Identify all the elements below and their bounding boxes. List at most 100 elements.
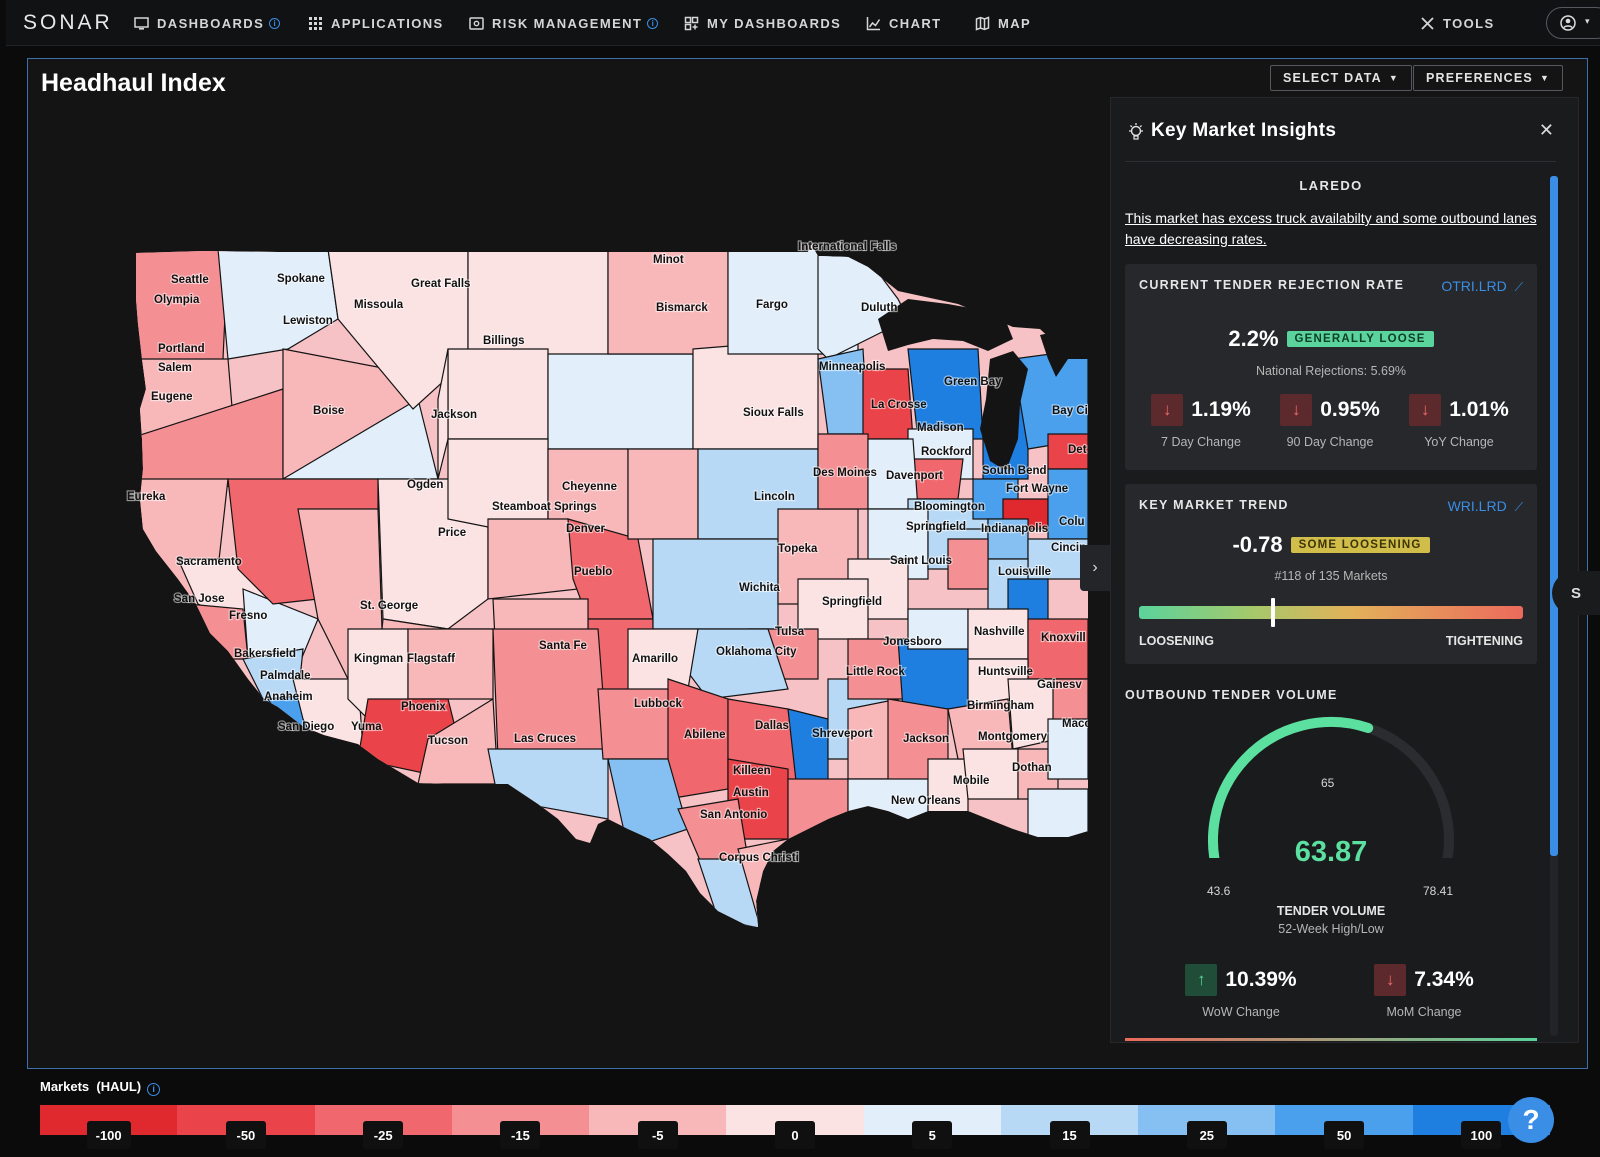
region-rapid-city[interactable] [547, 353, 694, 450]
city-label: Salem [158, 362, 192, 374]
insights-title: Key Market Insights [1151, 120, 1337, 141]
lake-huron [1040, 329, 1088, 377]
city-label: Yuma [351, 721, 382, 733]
city-label: Santa Fe [539, 640, 587, 652]
select-data-button[interactable]: SELECT DATA ▼ [1270, 65, 1412, 91]
region-jackson-wy[interactable] [447, 438, 549, 530]
city-label: Abilene [684, 729, 726, 741]
nav-applications[interactable]: APPLICATIONS [308, 0, 444, 46]
city-label: Macon [1062, 718, 1088, 730]
city-label: Bakersfield [234, 648, 296, 660]
city-label: Tucson [428, 735, 468, 747]
city-label: Tulsa [775, 626, 805, 638]
city-label: San Diego [278, 721, 334, 733]
region-gainesville[interactable] [1047, 718, 1088, 780]
city-label: Topeka [778, 543, 818, 555]
trend-marker [1271, 598, 1276, 627]
city-label: Rockford [921, 446, 971, 458]
change-value: 7.34% [1414, 968, 1474, 991]
chart-icon: ⟋ [1514, 280, 1523, 294]
region-evansville[interactable] [947, 538, 989, 590]
otri-status-badge: GENERALLY LOOSE [1286, 331, 1434, 347]
region-billings[interactable] [447, 348, 549, 440]
side-tab[interactable]: S [1552, 571, 1600, 615]
city-label: Minot [653, 254, 684, 266]
help-button[interactable]: ? [1508, 1097, 1554, 1143]
change-value: 10.39% [1225, 968, 1297, 991]
gauge-mark-label: 65 [1321, 776, 1335, 790]
market-trend-card: KEY MARKET TREND WRI.LRD ⟋ -0.78 SOME LOO… [1125, 484, 1537, 664]
nav-my-dashboards-label: MY DASHBOARDS [707, 15, 842, 31]
map-icon [975, 15, 990, 31]
city-label: Jonesboro [883, 636, 942, 648]
region-detroit[interactable] [1047, 433, 1088, 470]
otri-ticker-link[interactable]: OTRI.LRD ⟋ [1441, 278, 1523, 295]
nav-dashboards[interactable]: DASHBOARDS i [134, 0, 281, 46]
city-label: Fort Wayne [1006, 483, 1068, 495]
region-columbus[interactable] [1047, 468, 1088, 540]
mom-change: ↓ 7.34% MoM Change [1369, 964, 1479, 1019]
legend-label: 50 [1324, 1121, 1365, 1149]
region-houston[interactable] [787, 778, 849, 850]
city-label: Amarillo [632, 653, 678, 665]
region-north-platte[interactable] [627, 448, 699, 540]
region-new-orleans[interactable] [847, 778, 929, 840]
nav-my-dashboards[interactable]: MY DASHBOARDS [684, 0, 841, 46]
gauge-max-label: 78.41 [1423, 884, 1454, 898]
scrollbar[interactable] [1550, 176, 1558, 1036]
preferences-button[interactable]: PREFERENCES ▼ [1413, 65, 1564, 91]
region-knoxville[interactable] [1027, 618, 1088, 680]
region-las-cruces[interactable] [487, 748, 609, 820]
info-icon[interactable]: i [647, 17, 659, 29]
nav-chart[interactable]: CHART [866, 0, 942, 46]
chevron-down-icon: ▼ [1388, 73, 1399, 83]
otri-value-row: 2.2% GENERALLY LOOSE [1125, 326, 1537, 352]
info-icon[interactable]: i [147, 1083, 161, 1096]
info-icon[interactable]: i [269, 17, 281, 29]
change-label: MoM Change [1386, 1005, 1462, 1019]
region-tallahassee[interactable] [1027, 788, 1088, 850]
chevron-right-icon: › [1092, 559, 1098, 576]
city-label: Montgomery [978, 731, 1048, 743]
tender-volume-value: 63.87 [1294, 836, 1368, 868]
collapse-panel-button[interactable]: › [1080, 545, 1110, 591]
nav-risk-management[interactable]: RISK MANAGEMENT i [469, 0, 659, 46]
close-icon[interactable]: ✕ [1538, 120, 1554, 140]
city-label: Des Moines [813, 467, 877, 479]
city-label: St. George [360, 600, 418, 612]
change-label: WoW Change [1202, 1005, 1280, 1019]
nav-tools[interactable]: TOOLS [1420, 0, 1495, 46]
city-label: Spokane [277, 273, 325, 285]
city-label: San Jose [174, 593, 225, 605]
otri-yoy-change: ↓ 1.01% YoY Change [1409, 394, 1509, 449]
city-label: Portland [158, 343, 205, 355]
region-mobile[interactable] [927, 758, 969, 820]
city-label: Bay City [1052, 405, 1088, 417]
scrollbar-thumb[interactable] [1550, 176, 1558, 856]
region-steamboat-springs[interactable] [487, 518, 579, 600]
city-label: Springfield [822, 596, 882, 608]
city-label: Austin [733, 787, 769, 799]
otri-ticker: OTRI.LRD [1441, 278, 1507, 294]
city-label: Louisville [998, 566, 1051, 578]
nav-tools-label: TOOLS [1443, 15, 1495, 31]
city-label: Phoenix [401, 701, 446, 713]
next-section-bar [1125, 1038, 1537, 1041]
chevron-down-icon: ▼ [1539, 73, 1551, 83]
us-market-map[interactable]: Seattle Olympia Portland Salem Eugene Eureka S… [28, 59, 1088, 1070]
loosening-label: LOOSENING [1139, 634, 1215, 648]
sonar-logo[interactable]: SONAR [23, 11, 113, 34]
city-label: Eugene [151, 391, 193, 403]
region-montgomery[interactable] [962, 748, 1019, 800]
city-label: Pueblo [574, 566, 612, 578]
nav-map[interactable]: MAP [975, 0, 1031, 46]
region-sioux-falls[interactable] [692, 338, 819, 450]
city-label: Ogden [407, 479, 443, 491]
wri-ticker-link[interactable]: WRI.LRD ⟋ [1448, 498, 1523, 515]
city-label: Lincoln [754, 491, 795, 503]
legend-label: -5 [637, 1121, 678, 1149]
tender-rejection-title: CURRENT TENDER REJECTION RATE [1139, 278, 1405, 292]
account-button[interactable]: ▾ [1546, 7, 1600, 39]
market-summary-link[interactable]: This market has excess truck availabilty… [1125, 210, 1537, 247]
city-label: Anaheim [264, 691, 313, 703]
